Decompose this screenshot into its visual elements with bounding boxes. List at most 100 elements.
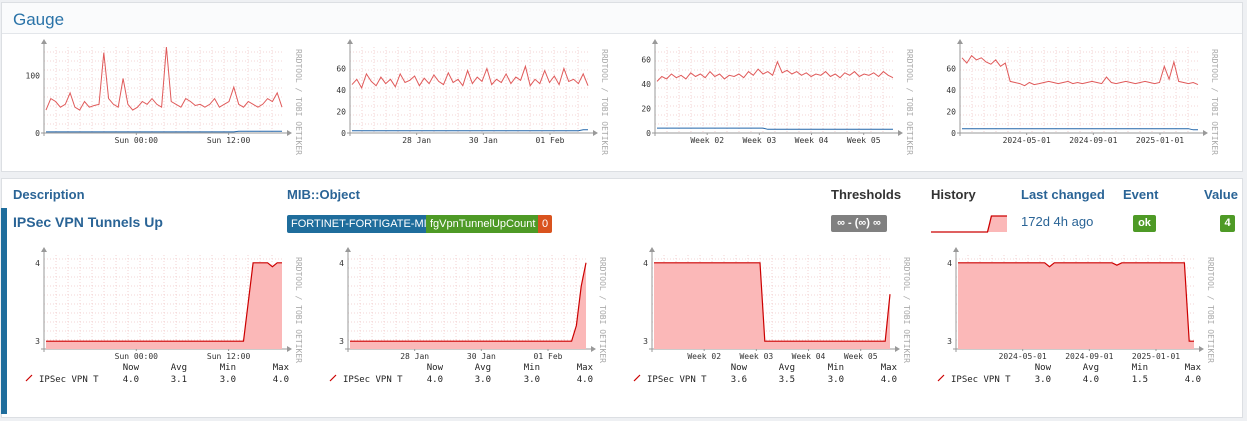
panel-title: Gauge xyxy=(13,10,65,29)
value-badge: 4 xyxy=(1220,215,1235,232)
legend-swatch xyxy=(25,374,33,382)
y-tick-label: 60 xyxy=(641,55,651,64)
y-tick-label: 4 xyxy=(35,259,40,268)
gauge-panel: Gauge xyxy=(1,2,1243,172)
column-header-value[interactable]: Value xyxy=(1204,187,1238,202)
stats-header: Min xyxy=(1132,363,1148,373)
x-tick-label: 2024-05-01 xyxy=(1003,136,1051,145)
rrdtool-watermark: RRDTOOL / TOBI OETIKER xyxy=(294,257,303,363)
x-tick-label: Week 02 xyxy=(690,136,724,145)
x-tick-label: Sun 00:00 xyxy=(115,352,159,361)
area-series xyxy=(654,262,890,349)
legend-label: IPSec VPN T xyxy=(343,375,403,385)
area-graph-week[interactable]: 3 4 28 Jan 30 Jan 01 Feb RRDTOOL / TOBI OETIK… xyxy=(318,245,608,401)
stats-header: Avg xyxy=(475,363,491,373)
y-tick-label: 4 xyxy=(643,259,648,268)
line-series xyxy=(351,64,589,90)
rrdtool-watermark: RRDTOOL / TOBI OETIKER xyxy=(600,49,609,155)
x-tick-label: 30 Jan xyxy=(467,352,496,361)
stats-value: 3.0 xyxy=(524,375,540,385)
x-tick-label: Week 02 xyxy=(687,352,721,361)
x-tick-label: Week 03 xyxy=(739,352,773,361)
area-graph-month[interactable]: 3 4 Week 02 Week 03 Week 04 Week 05 RRDTOOL / … xyxy=(622,245,912,401)
line-series xyxy=(961,54,1199,87)
x-tick-label: 30 Jan xyxy=(469,136,498,145)
mini-graph-year[interactable]: 0 20 40 60 2024-05-01 2024-09-01 2025-01-01 RRD… xyxy=(930,37,1220,165)
y-tick-label: 3 xyxy=(643,337,648,346)
sensor-description[interactable]: IPSec VPN Tunnels Up xyxy=(13,214,163,230)
line-series xyxy=(46,130,282,133)
x-tick-label: 28 Jan xyxy=(400,352,429,361)
area-series-line xyxy=(654,262,891,342)
y-tick-label: 20 xyxy=(336,108,346,117)
spark-area xyxy=(931,216,1007,232)
legend-swatch xyxy=(329,374,337,382)
legend-label: IPSec VPN T xyxy=(951,375,1011,385)
y-tick-label: 0 xyxy=(35,129,40,138)
stats-header: Min xyxy=(220,363,236,373)
column-header-last-changed[interactable]: Last changed xyxy=(1021,187,1105,202)
x-tick-label: Sun 12:00 xyxy=(207,352,251,361)
rrdtool-watermark: RRDTOOL / TOBI OETIKER xyxy=(902,257,911,363)
x-tick-label: Week 03 xyxy=(742,136,776,145)
stats-header: Now xyxy=(731,363,748,373)
stats-value: 3.1 xyxy=(171,375,187,385)
x-tick-label: 2024-05-01 xyxy=(999,352,1047,361)
area-series xyxy=(958,262,1194,349)
rrdtool-watermark: RRDTOOL / TOBI OETIKER xyxy=(1210,49,1219,155)
column-header-mib-object[interactable]: MIB::Object xyxy=(287,187,360,202)
rrdtool-watermark: RRDTOOL / TOBI OETIKER xyxy=(1206,257,1215,363)
y-tick-label: 20 xyxy=(946,108,956,117)
area-graph-day[interactable]: 3 4 Sun 00:00 Sun 12:00 RRDTOOL / TOBI OETIK… xyxy=(14,245,304,401)
column-header-event[interactable]: Event xyxy=(1123,187,1159,202)
panel-header: Gauge xyxy=(2,3,1242,34)
stats-header: Avg xyxy=(171,363,187,373)
mini-graph-week[interactable]: 0 20 40 60 28 Jan 30 Jan 01 Feb RRDTOOL / TOBI … xyxy=(320,37,610,165)
column-header-thresholds: Thresholds xyxy=(831,187,902,202)
area-series-line xyxy=(46,262,282,342)
threshold-badge: ∞ - (∞) ∞ xyxy=(831,215,887,232)
stats-value: 4.0 xyxy=(1083,375,1099,385)
row-accent-bar xyxy=(1,208,7,414)
y-tick-label: 40 xyxy=(946,86,956,95)
legend-label: IPSec VPN T xyxy=(39,375,99,385)
history-sparkline[interactable] xyxy=(931,212,1007,239)
stats-header: Avg xyxy=(1083,363,1099,373)
stats-header: Now xyxy=(1035,363,1052,373)
last-changed-text: 172d 4h ago xyxy=(1021,214,1094,229)
stats-value: 3.0 xyxy=(475,375,491,385)
legend-label: IPSec VPN T xyxy=(647,375,707,385)
stats-value: 4.0 xyxy=(123,375,139,385)
stats-value: 3.0 xyxy=(1035,375,1051,385)
stats-header: Max xyxy=(273,363,290,373)
x-tick-label: 01 Feb xyxy=(536,136,565,145)
line-series xyxy=(962,128,1198,131)
stats-header: Now xyxy=(427,363,444,373)
y-tick-label: 3 xyxy=(339,337,344,346)
column-header-description[interactable]: Description xyxy=(13,187,85,202)
line-series xyxy=(657,127,893,130)
stats-value: 3.0 xyxy=(220,375,236,385)
area-graph-year[interactable]: 3 4 2024-05-01 2024-09-01 2025-01-01 RRDTOOL … xyxy=(926,245,1216,401)
x-tick-label: Week 05 xyxy=(847,136,881,145)
stats-value: 4.0 xyxy=(881,375,897,385)
x-tick-label: Sun 00:00 xyxy=(115,136,159,145)
rrdtool-watermark: RRDTOOL / TOBI OETIKER xyxy=(905,49,914,155)
stats-value: 3.0 xyxy=(828,375,844,385)
stats-value: 3.6 xyxy=(731,375,747,385)
index-badge[interactable]: 0 xyxy=(538,215,553,233)
y-tick-label: 3 xyxy=(35,337,40,346)
y-tick-label: 0 xyxy=(341,129,346,138)
y-tick-label: 40 xyxy=(336,86,346,95)
line-series xyxy=(656,60,894,82)
x-tick-label: 2025-01-01 xyxy=(1136,136,1184,145)
x-tick-label: Week 04 xyxy=(792,352,826,361)
mini-graph-day[interactable]: 0 100 Sun 00:00 Sun 12:00 RRDTOOL / TOBI OET… xyxy=(14,37,304,165)
y-tick-label: 3 xyxy=(947,337,952,346)
area-series-line xyxy=(958,262,1194,342)
mini-graph-month[interactable]: 0 20 40 60 Week 02 Week 03 Week 04 Week 05 RRDTO… xyxy=(625,37,915,165)
line-series xyxy=(352,129,588,132)
object-badge[interactable]: fgVpnTunnelUpCount xyxy=(426,215,540,233)
mib-badge[interactable]: FORTINET-FORTIGATE-MIB xyxy=(287,215,438,233)
rrdtool-watermark: RRDTOOL / TOBI OETIKER xyxy=(294,49,303,155)
